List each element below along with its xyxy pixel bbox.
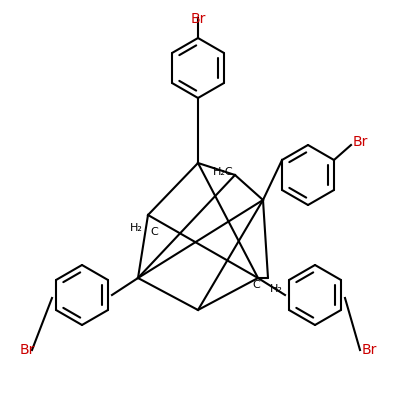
Text: H₂C: H₂C: [212, 167, 233, 177]
Text: H₂: H₂: [129, 223, 143, 233]
Text: Br: Br: [190, 12, 206, 26]
Text: Br: Br: [353, 135, 368, 149]
Text: Br: Br: [20, 343, 35, 357]
Text: C: C: [252, 280, 260, 290]
Text: H₂: H₂: [270, 284, 283, 294]
Text: Br: Br: [362, 343, 377, 357]
Text: C: C: [150, 227, 158, 237]
